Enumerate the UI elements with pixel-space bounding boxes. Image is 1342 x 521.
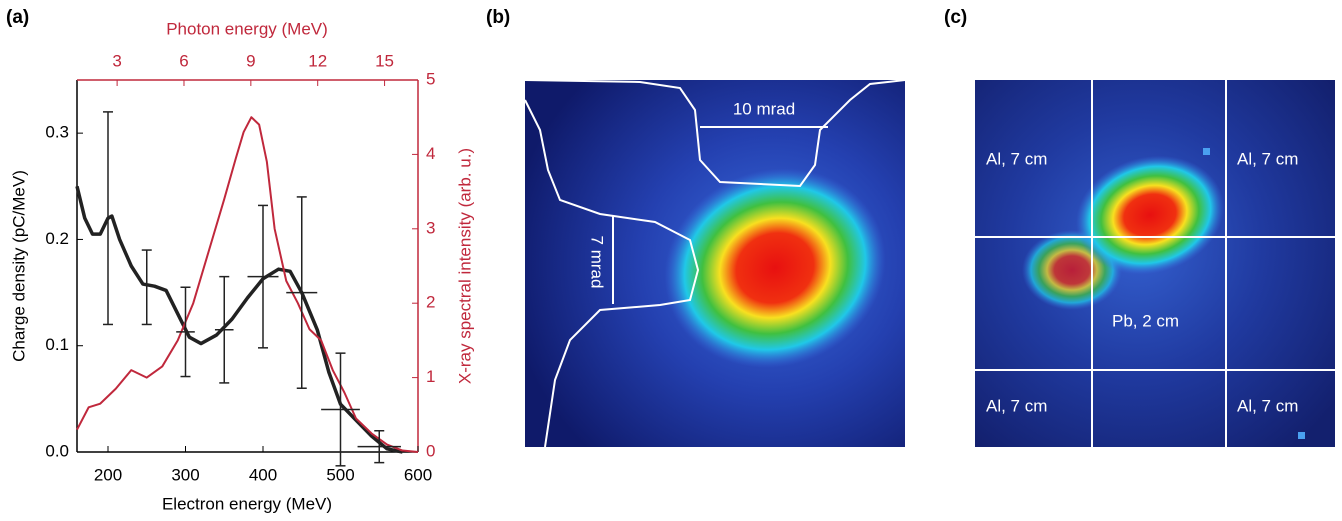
y2-tick-label: 3 — [426, 218, 435, 237]
x2-tick-label: 3 — [112, 51, 121, 70]
x2-axis-label: Photon energy (MeV) — [166, 19, 328, 38]
pixel — [1203, 148, 1210, 155]
annotation: 7 mrad — [588, 236, 607, 289]
y2-axis-label: X-ray spectral intensity (arb. u.) — [455, 148, 474, 384]
x2-tick-label: 6 — [179, 51, 188, 70]
y2-tick-label: 2 — [426, 293, 435, 312]
image-b: 10 mrad 7 mrad — [524, 79, 906, 448]
annotation: Al, 7 cm — [986, 396, 1047, 415]
x-axis-label: Electron energy (MeV) — [162, 494, 332, 513]
annotation: Pb, 2 cm — [1112, 311, 1179, 330]
beam-spot — [664, 168, 886, 368]
pixel — [1298, 432, 1305, 439]
y-tick-label: 0.2 — [45, 229, 69, 248]
x2-tick-label: 9 — [246, 51, 255, 70]
panel-label: (a) — [6, 7, 29, 28]
annotation: Al, 7 cm — [1237, 396, 1298, 415]
contour — [524, 99, 700, 448]
x2-tick-label: 12 — [308, 51, 327, 70]
panel-label: (c) — [944, 7, 967, 28]
y2-tick-label: 0 — [426, 441, 435, 460]
y2-tick-label: 5 — [426, 69, 435, 88]
y2-tick-label: 1 — [426, 367, 435, 386]
x2-tick-label: 15 — [375, 51, 394, 70]
image-c: Al, 7 cm Al, 7 cm Pb, 2 cm Al, 7 cm Al, … — [975, 80, 1335, 447]
x-tick-label: 200 — [94, 465, 122, 484]
chart-a: Photon energy (MeV) Electron energy (MeV… — [9, 19, 474, 513]
y-tick-label: 0.0 — [45, 441, 69, 460]
annotation: 10 mrad — [733, 99, 795, 118]
x-tick-label: 400 — [249, 465, 277, 484]
y-axis-label: Charge density (pC/MeV) — [9, 170, 28, 362]
x-tick-label: 600 — [404, 465, 432, 484]
beam-spot — [1076, 155, 1224, 275]
x-tick-label: 300 — [171, 465, 199, 484]
contour — [524, 79, 906, 188]
annotation: Al, 7 cm — [1237, 149, 1298, 168]
y2-tick-label: 4 — [426, 144, 435, 163]
data-line — [75, 185, 403, 454]
x-tick-label: 500 — [326, 465, 354, 484]
data-line — [76, 116, 419, 453]
panel-label: (b) — [486, 7, 510, 28]
y-tick-label: 0.3 — [45, 123, 69, 142]
annotation: Al, 7 cm — [986, 149, 1047, 168]
y-tick-label: 0.1 — [45, 335, 69, 354]
